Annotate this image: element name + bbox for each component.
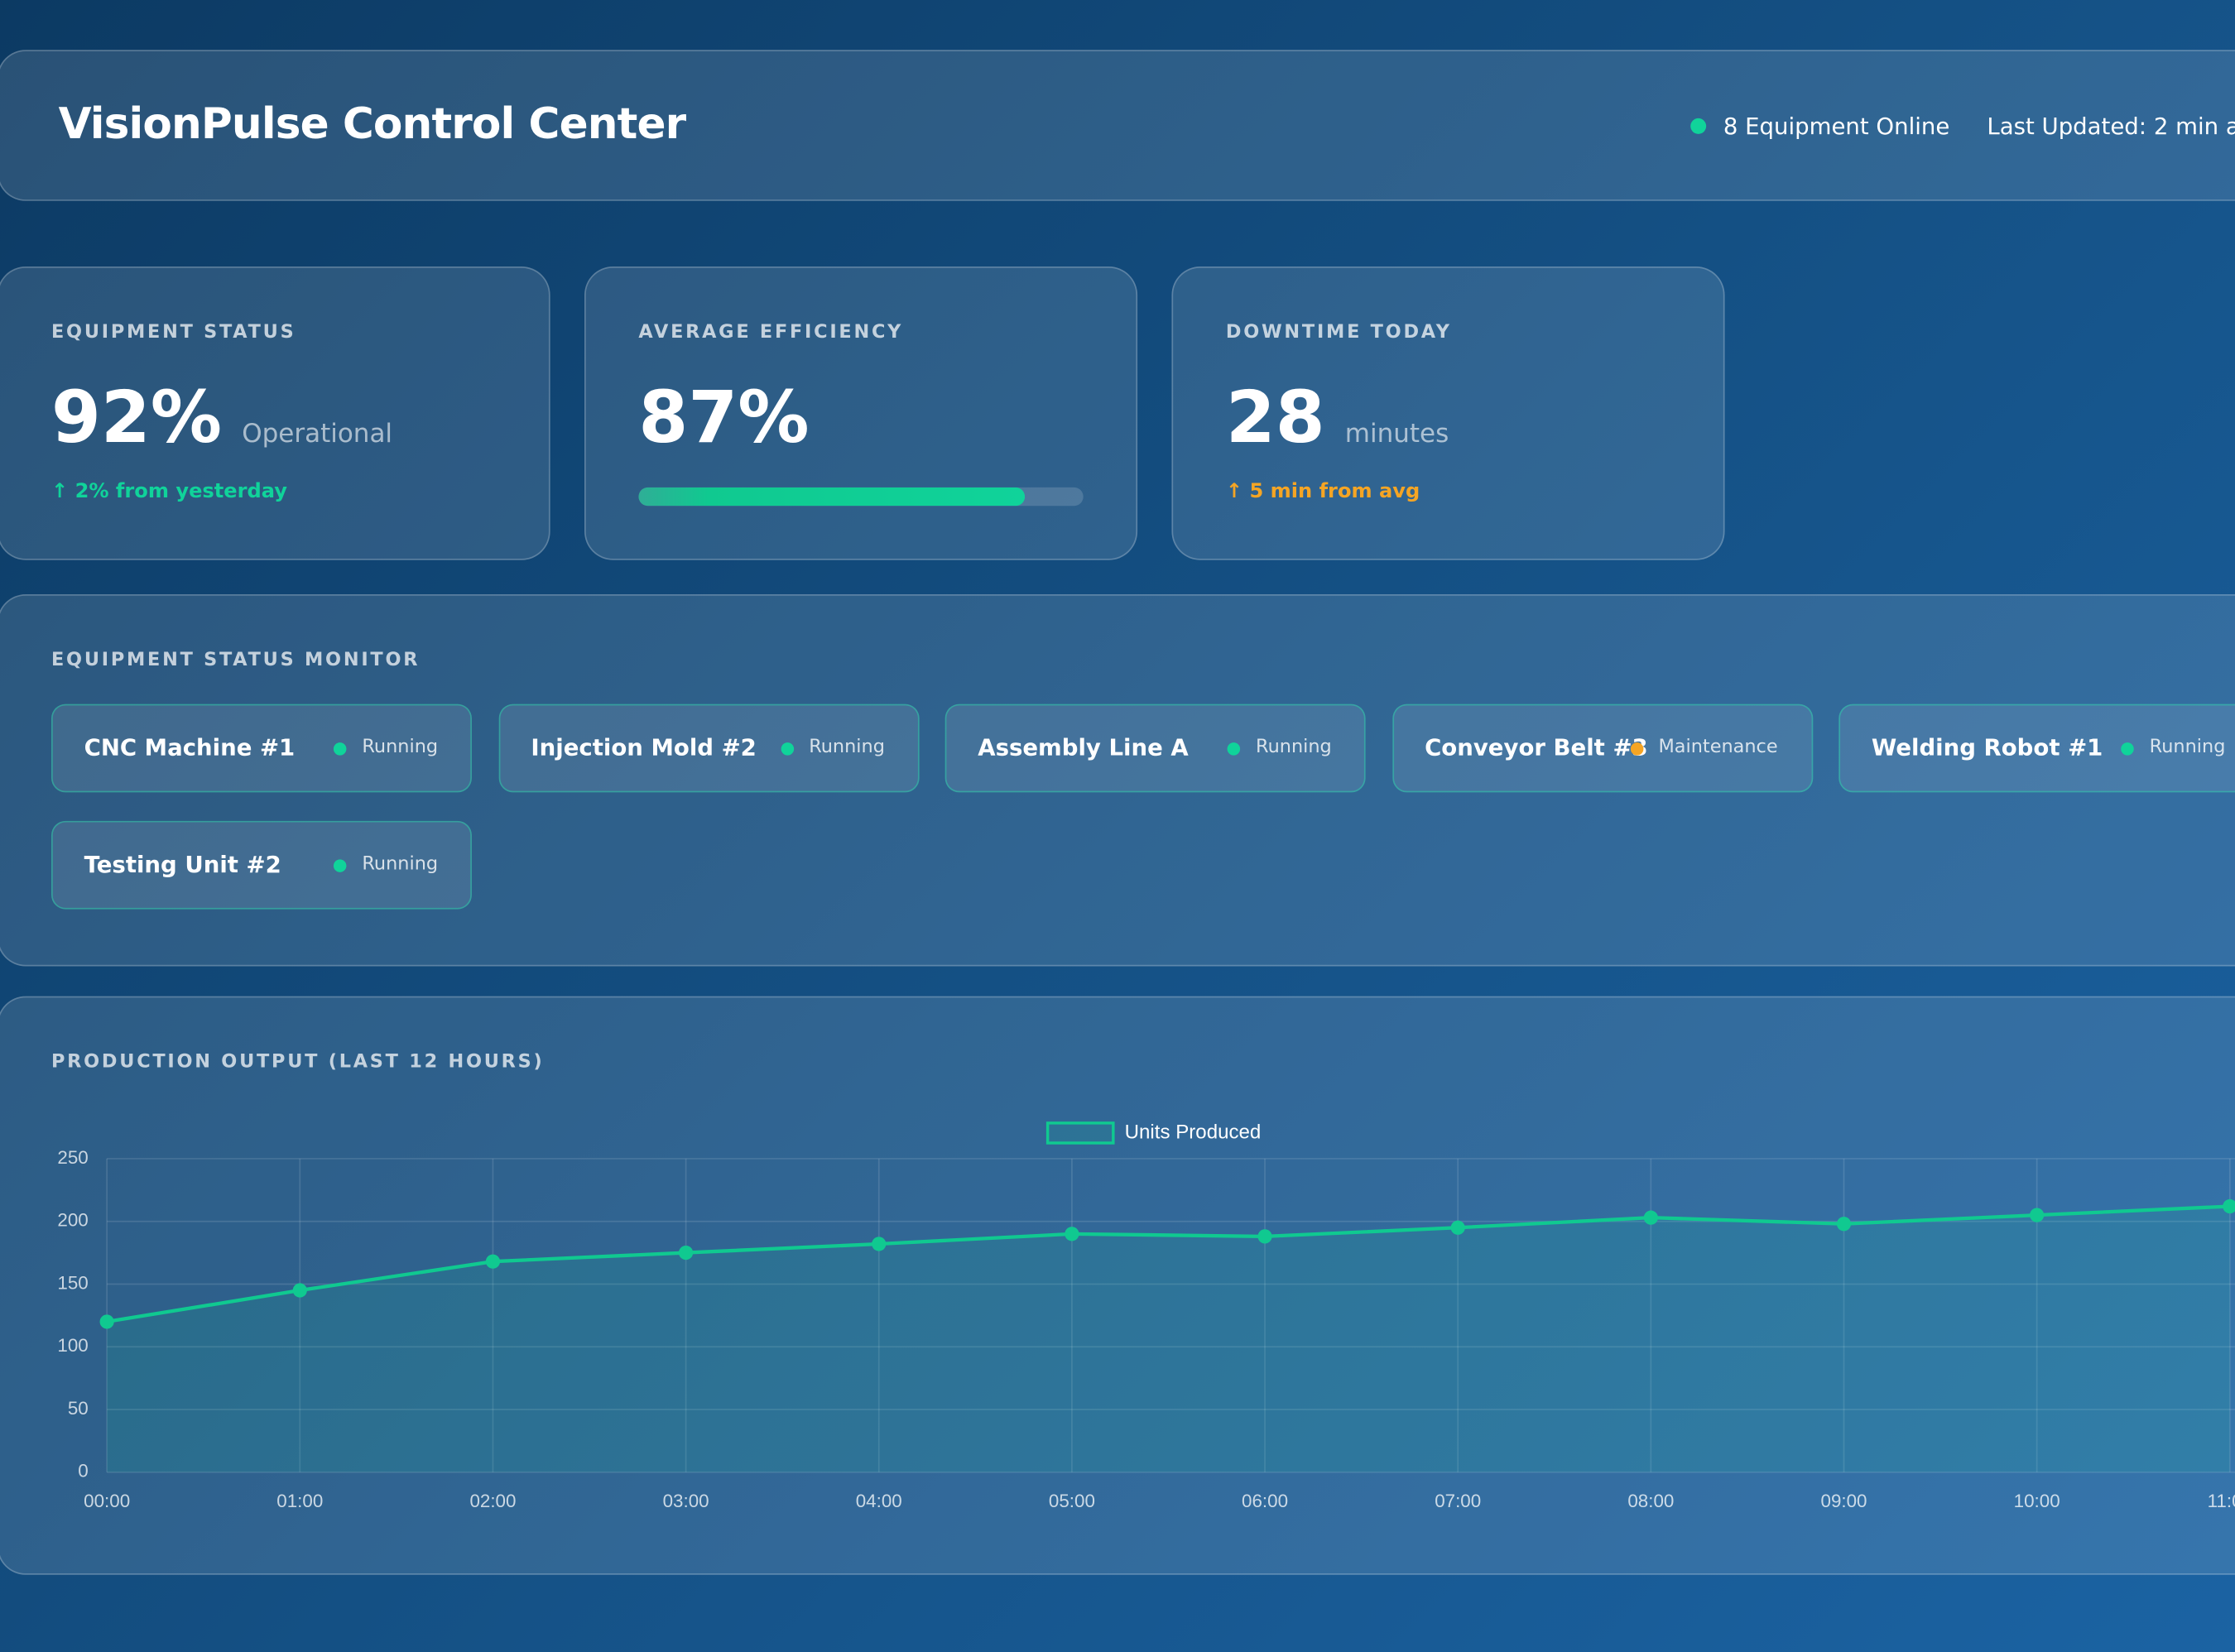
point	[2223, 1198, 2235, 1214]
x-tick-label: 10:00	[2014, 1491, 2060, 1511]
status-text: Running	[362, 737, 439, 759]
progress-fill	[638, 487, 1026, 507]
equipment-name: Injection Mold #2	[531, 733, 757, 761]
y-tick-label: 250	[57, 1147, 88, 1168]
status-dot	[2121, 742, 2134, 756]
status-text: Running	[2149, 737, 2226, 759]
y-tick-label: 0	[78, 1461, 88, 1482]
status-text: Running	[809, 737, 885, 759]
equipment-monitor: EQUIPMENT STATUS MONITOR CNC Machine #1 R…	[0, 594, 2235, 967]
equipment-name: Assembly Line A	[978, 733, 1189, 761]
x-tick-label: 11:00	[2208, 1491, 2235, 1511]
equipment-name: Conveyor Belt #3	[1425, 733, 1648, 761]
status-dot	[1630, 742, 1643, 756]
metric-change: ↑ 5 min from avg	[1225, 480, 1420, 503]
status-text: Running	[1256, 737, 1332, 759]
x-tick-label: 03:00	[663, 1491, 709, 1511]
metric-unit: minutes	[1344, 419, 1449, 449]
title: VisionPulse Control Center	[58, 99, 687, 150]
status-dot	[333, 859, 347, 872]
point	[678, 1245, 694, 1261]
metric-label: EQUIPMENT STATUS	[50, 322, 296, 343]
x-tick-label: 05:00	[1049, 1491, 1095, 1511]
status-dot	[1227, 742, 1241, 756]
x-tick-label: 06:00	[1242, 1491, 1288, 1511]
y-tick-label: 50	[68, 1398, 89, 1419]
point	[1065, 1227, 1079, 1241]
metric-label: DOWNTIME TODAY	[1225, 322, 1452, 343]
legend-label: Units Produced	[1125, 1121, 1262, 1143]
header: VisionPulse Control Center 8 Equipment O…	[0, 50, 2235, 201]
area	[107, 1206, 2230, 1472]
chart-panel: PRODUCTION OUTPUT (LAST 12 HOURS)	[0, 996, 2235, 1575]
x-tick-label: 08:00	[1627, 1491, 1674, 1511]
equipment-name: CNC Machine #1	[84, 733, 296, 761]
metric-value: 92%	[50, 376, 223, 459]
equipment-card: Assembly Line A Running	[944, 704, 1366, 793]
x-tick-label: 01:00	[276, 1491, 323, 1511]
status-text: Running	[362, 853, 439, 876]
y-tick-label: 100	[57, 1335, 88, 1356]
y-tick-label: 150	[57, 1272, 88, 1293]
equipment-card: CNC Machine #1 Running	[50, 704, 472, 793]
line	[106, 1204, 2230, 1324]
point	[2030, 1208, 2045, 1222]
equipment-card: Testing Unit #2 Running	[50, 820, 472, 910]
metric-unit: Operational	[242, 419, 393, 449]
equipment-card: Injection Mold #2 Running	[497, 704, 919, 793]
y-tick-label: 200	[57, 1210, 88, 1231]
chart: 0 50 100 150 200 250 00:00 01:00 02:00 03:00 04:00…	[57, 1121, 2235, 1511]
metric-card: DOWNTIME TODAY 28 minutes ↑ 5 min from av…	[1171, 267, 1725, 560]
online-dot	[1690, 118, 1707, 134]
equipment-card: Welding Robot #1 Running	[1838, 704, 2235, 793]
status-dot	[333, 742, 347, 756]
point	[1836, 1217, 1852, 1232]
x-tick-label: 04:00	[856, 1491, 902, 1511]
section-title: EQUIPMENT STATUS MONITOR	[50, 650, 421, 672]
metric-card: AVERAGE EFFICIENCY 87%	[584, 267, 1138, 560]
metric-value-row: 92% Operational	[51, 377, 392, 459]
point	[485, 1254, 501, 1269]
metric-value: 28	[1225, 376, 1325, 459]
x-tick-label: 00:00	[84, 1491, 130, 1511]
metric-value-row: 28 minutes	[1226, 377, 1449, 459]
point	[1643, 1210, 1658, 1225]
point	[1257, 1229, 1272, 1244]
metric-value: 87%	[638, 376, 810, 459]
metric-card: EQUIPMENT STATUS 92% Operational ↑ 2% fro…	[0, 267, 550, 560]
chart-title: PRODUCTION OUTPUT (LAST 12 HOURS)	[50, 1051, 545, 1073]
point	[292, 1283, 307, 1298]
legend-swatch	[1045, 1121, 1115, 1145]
point	[99, 1314, 114, 1329]
equipment-name: Testing Unit #2	[84, 850, 281, 878]
status-dot	[780, 742, 794, 756]
x-tick-label: 02:00	[469, 1491, 516, 1511]
status-text: Maintenance	[1658, 737, 1778, 759]
point	[1450, 1220, 1465, 1235]
last-updated: Last Updated: 2 min ago	[1987, 113, 2235, 140]
metric-label: AVERAGE EFFICIENCY	[638, 322, 904, 343]
point	[872, 1237, 887, 1251]
progress-track	[638, 487, 1084, 507]
equipment-name: Welding Robot #1	[1871, 733, 2103, 761]
x-tick-label: 07:00	[1435, 1491, 1481, 1511]
online-count: 8 Equipment Online	[1723, 113, 1950, 140]
equipment-card: Conveyor Belt #3 Maintenance	[1391, 704, 1813, 793]
metric-change: ↑ 2% from yesterday	[50, 480, 288, 503]
x-tick-label: 09:00	[1821, 1491, 1867, 1511]
